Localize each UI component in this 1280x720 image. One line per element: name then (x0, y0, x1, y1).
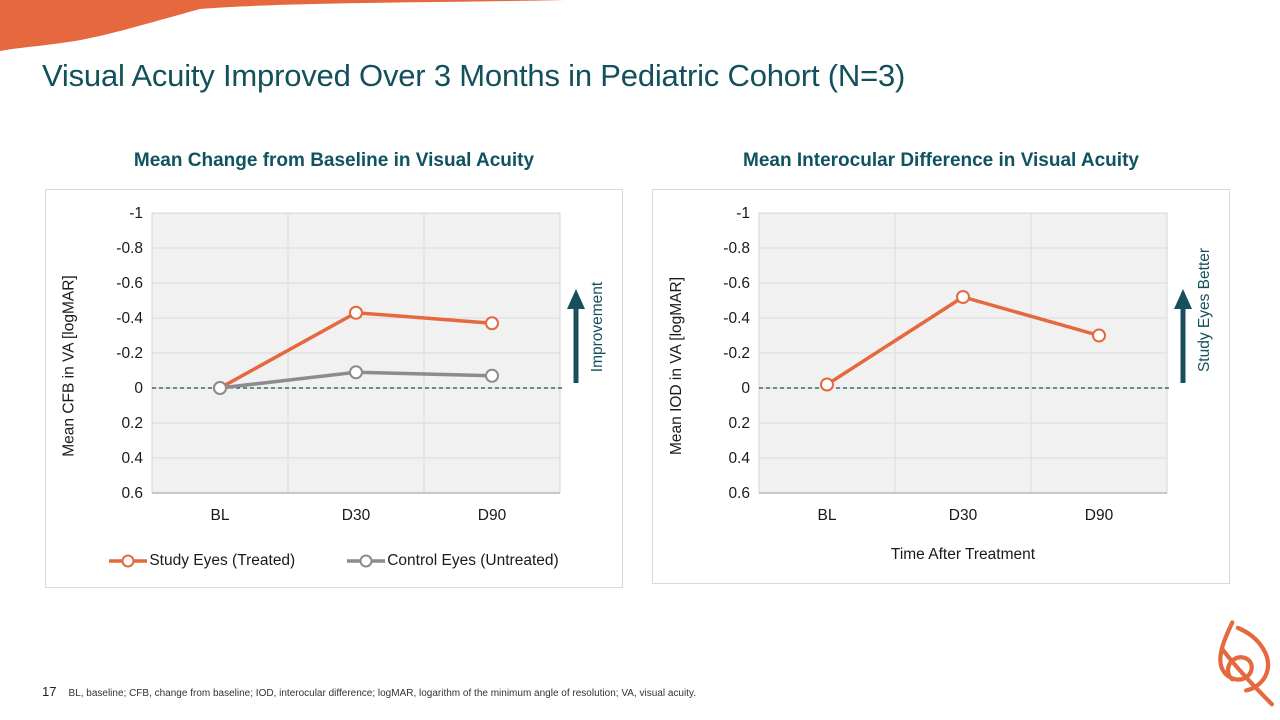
svg-text:-0.4: -0.4 (723, 310, 750, 327)
svg-text:0.2: 0.2 (728, 415, 750, 432)
svg-text:0: 0 (741, 380, 750, 397)
svg-text:D30: D30 (342, 507, 371, 524)
svg-text:-0.6: -0.6 (723, 275, 750, 292)
corner-swoosh-graphic (0, 0, 565, 51)
iod-chart-plot: -1 -0.8 -0.6 -0.4 -0.2 0 0.2 0.4 0.6 BL D30 D90 (701, 205, 1171, 532)
svg-text:-0.6: -0.6 (116, 275, 143, 292)
cfb-chart-title: Mean Change from Baseline in Visual Acui… (133, 150, 535, 171)
slide-title: Visual Acuity Improved Over 3 Months in … (42, 58, 906, 93)
company-logo-icon (1218, 620, 1274, 707)
svg-text:-1: -1 (129, 205, 143, 222)
cfb-y-axis-label: Mean CFB in VA [logMAR] (61, 275, 79, 457)
svg-text:-0.2: -0.2 (723, 345, 750, 362)
svg-text:0.6: 0.6 (728, 485, 750, 502)
svg-text:0.6: 0.6 (121, 485, 143, 502)
svg-text:BL: BL (818, 507, 837, 524)
study-eyes-series-marker-icon (109, 554, 148, 568)
svg-text:0: 0 (134, 380, 143, 397)
svg-text:-0.8: -0.8 (723, 240, 750, 257)
cfb-chart-card: Mean CFB in VA [logMAR] -1 -0.8 -0.6 -0.4 -0… (45, 189, 623, 588)
svg-text:D90: D90 (1085, 507, 1114, 524)
improvement-arrow-icon: Improvement (567, 281, 606, 383)
cfb-chart-section: Mean Change from Baseline in Visual Acui… (45, 150, 623, 588)
iod-y-axis-label: Mean IOD in VA [logMAR] (668, 276, 685, 456)
page-number: 17 (42, 684, 57, 699)
svg-text:-1: -1 (736, 205, 750, 222)
study-eyes-better-arrow-icon: Study Eyes Better (1174, 248, 1213, 383)
svg-text:0.2: 0.2 (121, 415, 143, 432)
improvement-arrow-label: Improvement (589, 281, 606, 372)
chart-plot-svg: -1 -0.8 -0.6 -0.4 -0.2 0 0.2 0.4 0.6 BL D30 D90 (723, 205, 1171, 524)
cfb-chart-legend: Study Eyes (Treated) Control Eyes (Untre… (46, 552, 622, 570)
legend-item-study-eyes: Study Eyes (Treated) (109, 552, 295, 570)
legend-label-study-eyes: Study Eyes (Treated) (149, 552, 296, 569)
iod-chart-section: Mean Interocular Difference in Visual Ac… (652, 150, 1230, 584)
study-eyes-better-arrow-label: Study Eyes Better (1196, 248, 1213, 372)
iod-chart-title: Mean Interocular Difference in Visual Ac… (743, 150, 1139, 171)
svg-text:-0.4: -0.4 (116, 310, 143, 327)
cfb-chart-plot: -1 -0.8 -0.6 -0.4 -0.2 0 0.2 0.4 0.6 BL D30 D90 (94, 205, 564, 532)
svg-text:0.4: 0.4 (121, 450, 143, 467)
iod-chart-card: Mean IOD in VA [logMAR] -1 -0.8 -0.6 -0.4 -0… (652, 189, 1230, 584)
iod-x-axis-label: Time After Treatment (890, 546, 1036, 563)
svg-text:-0.8: -0.8 (116, 240, 143, 257)
svg-text:BL: BL (211, 507, 230, 524)
svg-text:0.4: 0.4 (728, 450, 750, 467)
legend-item-control-eyes: Control Eyes (Untreated) (347, 552, 559, 570)
footer: 17 BL, baseline; CFB, change from baseli… (42, 684, 696, 699)
footnote-abbreviations: BL, baseline; CFB, change from baseline;… (68, 688, 696, 699)
svg-text:D30: D30 (949, 507, 978, 524)
control-eyes-series-marker-icon (347, 554, 386, 568)
chart-plot-svg: -1 -0.8 -0.6 -0.4 -0.2 0 0.2 0.4 0.6 BL D30 D90 (116, 205, 564, 524)
svg-text:D90: D90 (478, 507, 507, 524)
legend-label-control-eyes: Control Eyes (Untreated) (387, 552, 559, 569)
svg-text:-0.2: -0.2 (116, 345, 143, 362)
